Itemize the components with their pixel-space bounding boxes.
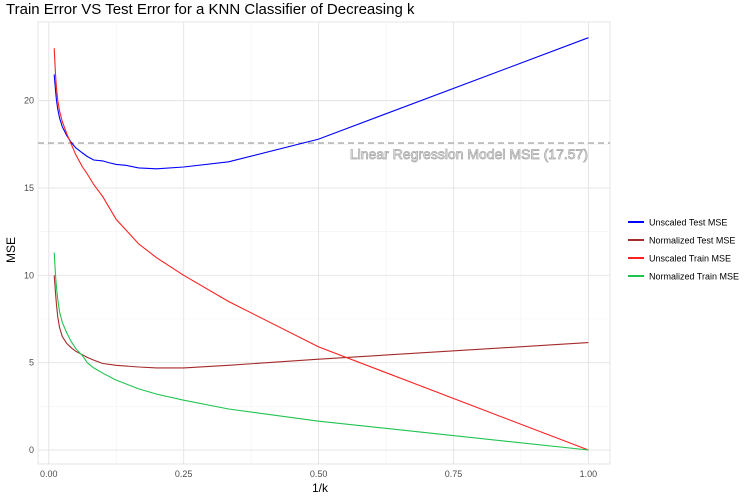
reference-line-group: Linear Regression Model MSE (17.57) — [38, 142, 610, 162]
y-tick-label: 0 — [29, 445, 34, 455]
x-tick-label: 0.50 — [310, 469, 328, 479]
y-tick-label: 15 — [24, 183, 34, 193]
y-tick-label: 10 — [24, 270, 34, 280]
x-axis-title: 1/k — [312, 481, 329, 495]
legend-label: Unscaled Train MSE — [649, 254, 731, 264]
series-lines — [53, 37, 589, 451]
grid — [37, 21, 611, 465]
plot-panel-border — [37, 21, 611, 465]
legend-label: Normalized Test MSE — [649, 236, 735, 246]
legend-label: Normalized Train MSE — [649, 272, 739, 282]
reference-line-label: Linear Regression Model MSE (17.57) — [350, 146, 588, 162]
series-line — [53, 37, 589, 170]
x-tick-label: 0.75 — [445, 469, 463, 479]
legend: Unscaled Test MSE Normalized Test MSE Unsc… — [628, 218, 739, 282]
series-line — [53, 48, 589, 451]
series-line — [53, 252, 589, 451]
series-line — [53, 275, 589, 369]
y-tick-label: 5 — [29, 358, 34, 368]
chart-title: Train Error VS Test Error for a KNN Clas… — [6, 1, 415, 18]
x-tick-label: 0.00 — [40, 469, 58, 479]
legend-label: Unscaled Test MSE — [649, 218, 727, 228]
x-tick-label: 1.00 — [580, 469, 598, 479]
x-tick-label: 0.25 — [175, 469, 193, 479]
y-tick-label: 20 — [24, 96, 34, 106]
y-axis-title: MSE — [4, 237, 18, 263]
axis-ticks: 0.00 0.25 0.50 0.75 1.00 0 5 10 15 20 — [24, 96, 597, 479]
